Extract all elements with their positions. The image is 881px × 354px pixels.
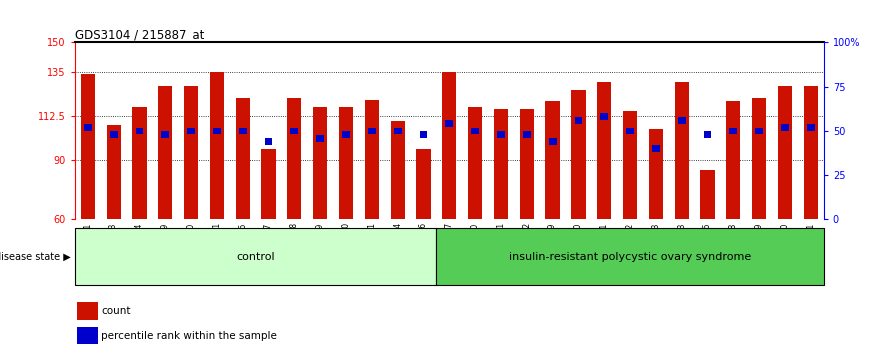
Bar [755, 127, 763, 135]
Bar [803, 86, 818, 219]
Bar [442, 72, 456, 219]
Bar [781, 124, 788, 131]
Bar [417, 149, 431, 219]
Bar [436, 228, 824, 285]
Bar [419, 131, 427, 138]
Bar [339, 107, 353, 219]
Bar [81, 74, 95, 219]
Bar [626, 127, 634, 135]
Bar [468, 107, 482, 219]
Bar [342, 131, 350, 138]
Bar [161, 131, 169, 138]
Bar [210, 72, 224, 219]
Bar [471, 127, 479, 135]
Bar [239, 127, 247, 135]
Bar [446, 120, 453, 127]
Bar [390, 121, 404, 219]
Bar [368, 127, 376, 135]
Bar [187, 127, 195, 135]
Bar [365, 99, 379, 219]
Bar [807, 124, 815, 131]
Bar [520, 109, 534, 219]
Bar [597, 82, 611, 219]
Bar [262, 149, 276, 219]
Bar [136, 127, 144, 135]
Bar [545, 102, 559, 219]
Bar [648, 129, 663, 219]
Bar [287, 98, 301, 219]
Bar [316, 135, 324, 142]
Bar [778, 86, 792, 219]
Text: insulin-resistant polycystic ovary syndrome: insulin-resistant polycystic ovary syndr… [509, 252, 751, 262]
Bar [235, 98, 250, 219]
Text: disease state ▶: disease state ▶ [0, 252, 70, 262]
Bar [107, 125, 121, 219]
Bar [184, 86, 198, 219]
Bar [132, 107, 146, 219]
Bar [729, 127, 737, 135]
Bar [159, 86, 173, 219]
Bar [675, 82, 689, 219]
Bar [497, 131, 505, 138]
Text: control: control [236, 252, 275, 262]
Bar [84, 124, 92, 131]
Text: count: count [101, 306, 130, 316]
Bar [77, 327, 98, 344]
Bar [110, 131, 117, 138]
Bar [77, 302, 98, 320]
Bar [704, 131, 712, 138]
Bar [726, 102, 740, 219]
Bar [494, 109, 508, 219]
Text: percentile rank within the sample: percentile rank within the sample [101, 331, 278, 341]
Bar [652, 145, 660, 152]
Bar [574, 117, 582, 124]
Bar [522, 131, 530, 138]
Bar [677, 117, 685, 124]
Bar [600, 113, 608, 120]
Bar [549, 138, 557, 145]
Bar [291, 127, 299, 135]
Bar [313, 107, 328, 219]
Bar [623, 111, 637, 219]
Bar [700, 170, 714, 219]
Bar [752, 98, 766, 219]
Bar [394, 127, 402, 135]
Bar [571, 90, 586, 219]
Bar [264, 138, 272, 145]
Bar [75, 228, 436, 285]
Bar [213, 127, 221, 135]
Text: GDS3104 / 215887_at: GDS3104 / 215887_at [75, 28, 204, 41]
